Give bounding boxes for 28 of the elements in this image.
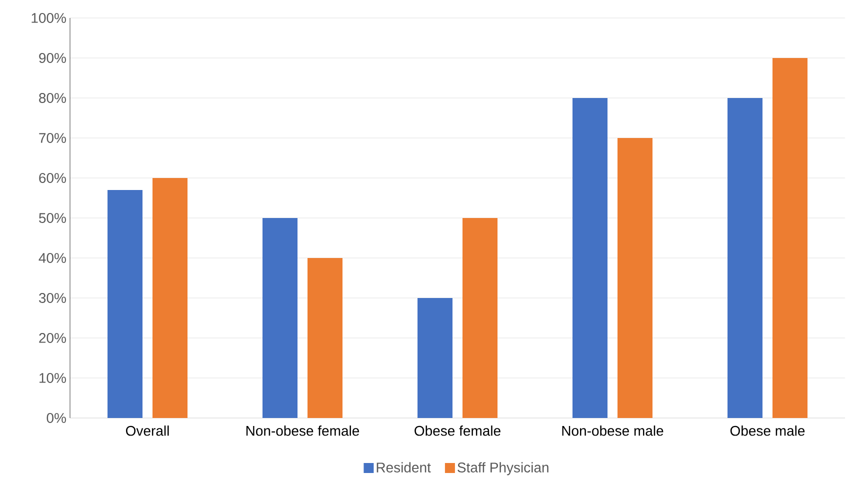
y-tick-label: 30% bbox=[38, 293, 66, 303]
bar bbox=[308, 258, 342, 418]
bar bbox=[617, 138, 652, 418]
bar bbox=[572, 98, 608, 418]
y-tick-label: 0% bbox=[46, 413, 66, 423]
x-tick-label: Obese male bbox=[730, 426, 805, 436]
bar bbox=[772, 58, 808, 418]
y-tick-label: 100% bbox=[32, 13, 66, 23]
y-tick-label: 90% bbox=[39, 53, 66, 63]
x-tick-label: Obese female bbox=[414, 426, 500, 436]
x-tick-label: Non-obese male bbox=[562, 426, 664, 436]
y-tick-label: 10% bbox=[40, 373, 66, 383]
legend-label: Resident bbox=[376, 462, 431, 472]
bar bbox=[108, 190, 143, 418]
bar bbox=[727, 98, 762, 418]
x-tick-label: Overall bbox=[126, 426, 169, 436]
bar bbox=[418, 298, 452, 418]
bar bbox=[152, 178, 188, 418]
y-tick-label: 70% bbox=[39, 133, 66, 143]
x-tick-label: Non-obese female bbox=[246, 426, 360, 436]
bar bbox=[462, 218, 498, 418]
y-tick-label: 60% bbox=[39, 173, 66, 183]
y-tick-label: 50% bbox=[39, 213, 66, 223]
legend-label: Staff Physician bbox=[458, 462, 548, 476]
y-tick-label: 20% bbox=[39, 333, 66, 343]
y-tick-label: 80% bbox=[39, 93, 66, 103]
bar bbox=[262, 218, 298, 418]
y-tick-label: 40% bbox=[38, 253, 66, 263]
